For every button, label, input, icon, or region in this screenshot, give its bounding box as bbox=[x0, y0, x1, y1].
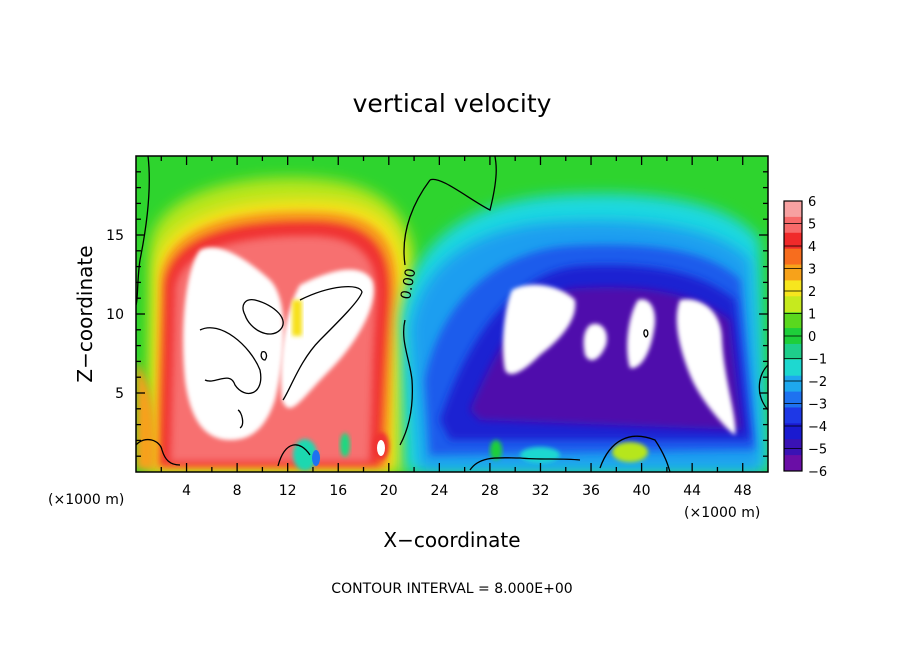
colorbar-swatch bbox=[784, 216, 802, 234]
x-tick-label: 48 bbox=[734, 483, 752, 499]
colorbar-label: −2 bbox=[808, 375, 827, 390]
y-axis-title: Z−coordinate bbox=[73, 245, 97, 382]
x-tick-label: 28 bbox=[481, 483, 499, 499]
heatmap-field bbox=[136, 156, 768, 472]
colorbar-label: 2 bbox=[808, 285, 816, 300]
x-tick-label: 44 bbox=[683, 483, 701, 499]
x-tick-label: 12 bbox=[279, 483, 297, 499]
x-tick-label: 8 bbox=[233, 483, 242, 499]
colorbar: 6 5 4 3 2 1 0 −1 −2 −3 −4 −5 −6 bbox=[783, 195, 827, 480]
colorbar-swatch bbox=[784, 264, 802, 281]
colorbar-label: 0 bbox=[808, 330, 816, 345]
colorbar-label: −1 bbox=[808, 353, 827, 368]
x-tick-label: 16 bbox=[329, 483, 347, 499]
y-tick-label: 15 bbox=[106, 228, 124, 244]
colorbar-label: 6 bbox=[808, 195, 816, 210]
colorbar-swatch bbox=[784, 391, 802, 408]
x-tick-label: 4 bbox=[182, 483, 191, 499]
colorbar-label: 5 bbox=[808, 218, 816, 233]
x-unit-label-right: (×1000 m) bbox=[684, 505, 760, 521]
contour-interval-footer: CONTOUR INTERVAL = 8.000E+00 bbox=[331, 581, 572, 597]
x-axis: 4 8 12 16 20 24 28 32 36 40 44 48 bbox=[160, 156, 752, 499]
colorbar-label: −3 bbox=[808, 398, 827, 413]
chart-title: vertical velocity bbox=[353, 89, 552, 118]
colorbar-swatch bbox=[784, 280, 802, 297]
colorbar-swatch bbox=[784, 423, 802, 440]
contour-lines bbox=[136, 156, 768, 472]
colorbar-swatch bbox=[784, 359, 802, 377]
x-unit-label-left: (×1000 m) bbox=[48, 492, 124, 508]
colorbar-label: 3 bbox=[808, 263, 816, 278]
colorbar-label: 4 bbox=[808, 240, 816, 255]
x-axis-title: X−coordinate bbox=[383, 528, 520, 552]
x-tick-label: 20 bbox=[380, 483, 398, 499]
colorbar-swatch bbox=[784, 439, 802, 456]
x-tick-label: 24 bbox=[430, 483, 448, 499]
y-tick-label: 5 bbox=[115, 386, 124, 402]
colorbar-swatch bbox=[784, 455, 802, 472]
colorbar-label: −6 bbox=[808, 465, 827, 480]
colorbar-label: −5 bbox=[808, 443, 827, 458]
colorbar-label: 1 bbox=[808, 308, 816, 323]
colorbar-swatch bbox=[784, 248, 802, 266]
colorbar-swatch bbox=[784, 312, 802, 329]
colorbar-label: −4 bbox=[808, 420, 827, 435]
colorbar-swatch bbox=[784, 407, 802, 424]
colorbar-swatch bbox=[784, 232, 802, 250]
x-tick-label: 36 bbox=[582, 483, 600, 499]
colorbar-swatch bbox=[784, 343, 802, 361]
x-tick-label: 40 bbox=[633, 483, 651, 499]
colorbar-swatch bbox=[784, 201, 802, 218]
colorbar-swatch bbox=[784, 375, 802, 393]
y-axis: 5 10 15 bbox=[106, 171, 768, 457]
y-tick-label: 10 bbox=[106, 307, 124, 323]
contour-label: 0.00 bbox=[398, 267, 419, 300]
colorbar-swatch bbox=[784, 296, 802, 313]
x-tick-label: 32 bbox=[532, 483, 550, 499]
